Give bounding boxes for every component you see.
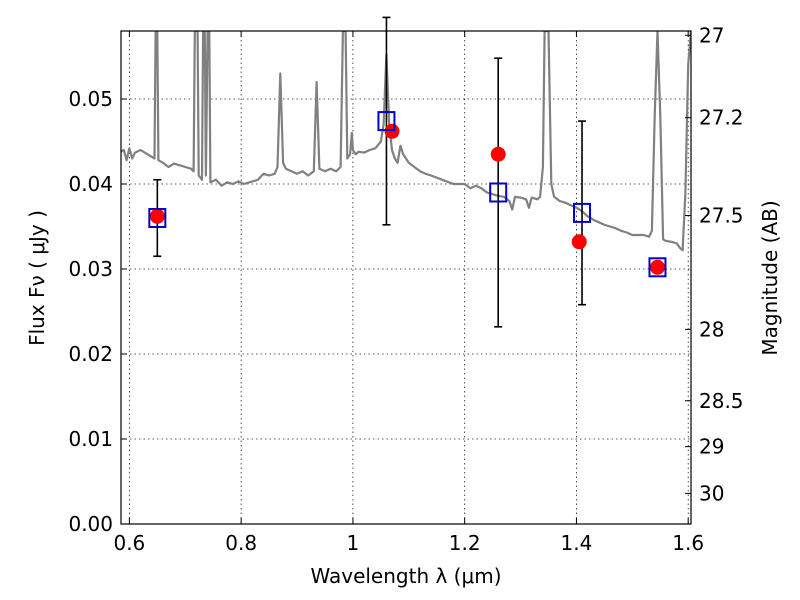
y-tick-label: 0.02 bbox=[68, 342, 113, 366]
y-tick-label: 0.01 bbox=[68, 427, 113, 451]
blue-square-point bbox=[489, 182, 508, 203]
blue-square-point bbox=[648, 257, 667, 278]
right-tick-label: 28 bbox=[699, 317, 724, 341]
right-tick-label: 27.5 bbox=[699, 203, 744, 227]
y-tick-label: 0.05 bbox=[68, 87, 113, 111]
right-tick-label: 28.5 bbox=[699, 389, 744, 413]
blue-square-point bbox=[148, 208, 167, 228]
right-tick-label: 27 bbox=[699, 23, 724, 47]
y-tick-label: 0.04 bbox=[68, 172, 113, 196]
plot-frame bbox=[120, 30, 692, 525]
x-tick-label: 1 bbox=[347, 531, 360, 555]
red-point bbox=[149, 208, 165, 224]
y-tick-label: 0.00 bbox=[68, 512, 113, 536]
right-tick-label: 30 bbox=[699, 481, 724, 505]
model-spectrum bbox=[121, 31, 691, 252]
spectrum-line bbox=[121, 31, 691, 252]
data-points bbox=[148, 16, 667, 328]
x-tick-label: 1.6 bbox=[672, 531, 704, 555]
blue-square-point bbox=[573, 202, 592, 223]
red-point bbox=[571, 234, 587, 250]
x-axis-label: Wavelength λ (μm) bbox=[310, 564, 501, 588]
red-point bbox=[490, 146, 506, 162]
x-tick-label: 1.4 bbox=[561, 531, 593, 555]
blue-square-point bbox=[377, 111, 396, 132]
right-tick-label: 27.2 bbox=[699, 106, 744, 130]
x-tick-label: 1.2 bbox=[449, 531, 481, 555]
y-axis-right-label: Magnitude (AB) bbox=[758, 200, 782, 355]
red-point bbox=[649, 259, 665, 275]
axis-ticks: 0.6 0.8 1 1.2 1.4 1.6 0.00 0.01 0.02 0.03 0.04 0.05… bbox=[68, 23, 743, 555]
x-tick-label: 0.6 bbox=[113, 531, 145, 555]
y-tick-label: 0.03 bbox=[68, 257, 113, 281]
grid bbox=[121, 31, 691, 524]
x-tick-label: 0.8 bbox=[225, 531, 257, 555]
y-axis-label: Flux Fν ( μJy ) bbox=[25, 210, 49, 346]
red-point bbox=[384, 123, 400, 139]
right-tick-label: 29 bbox=[699, 435, 724, 459]
